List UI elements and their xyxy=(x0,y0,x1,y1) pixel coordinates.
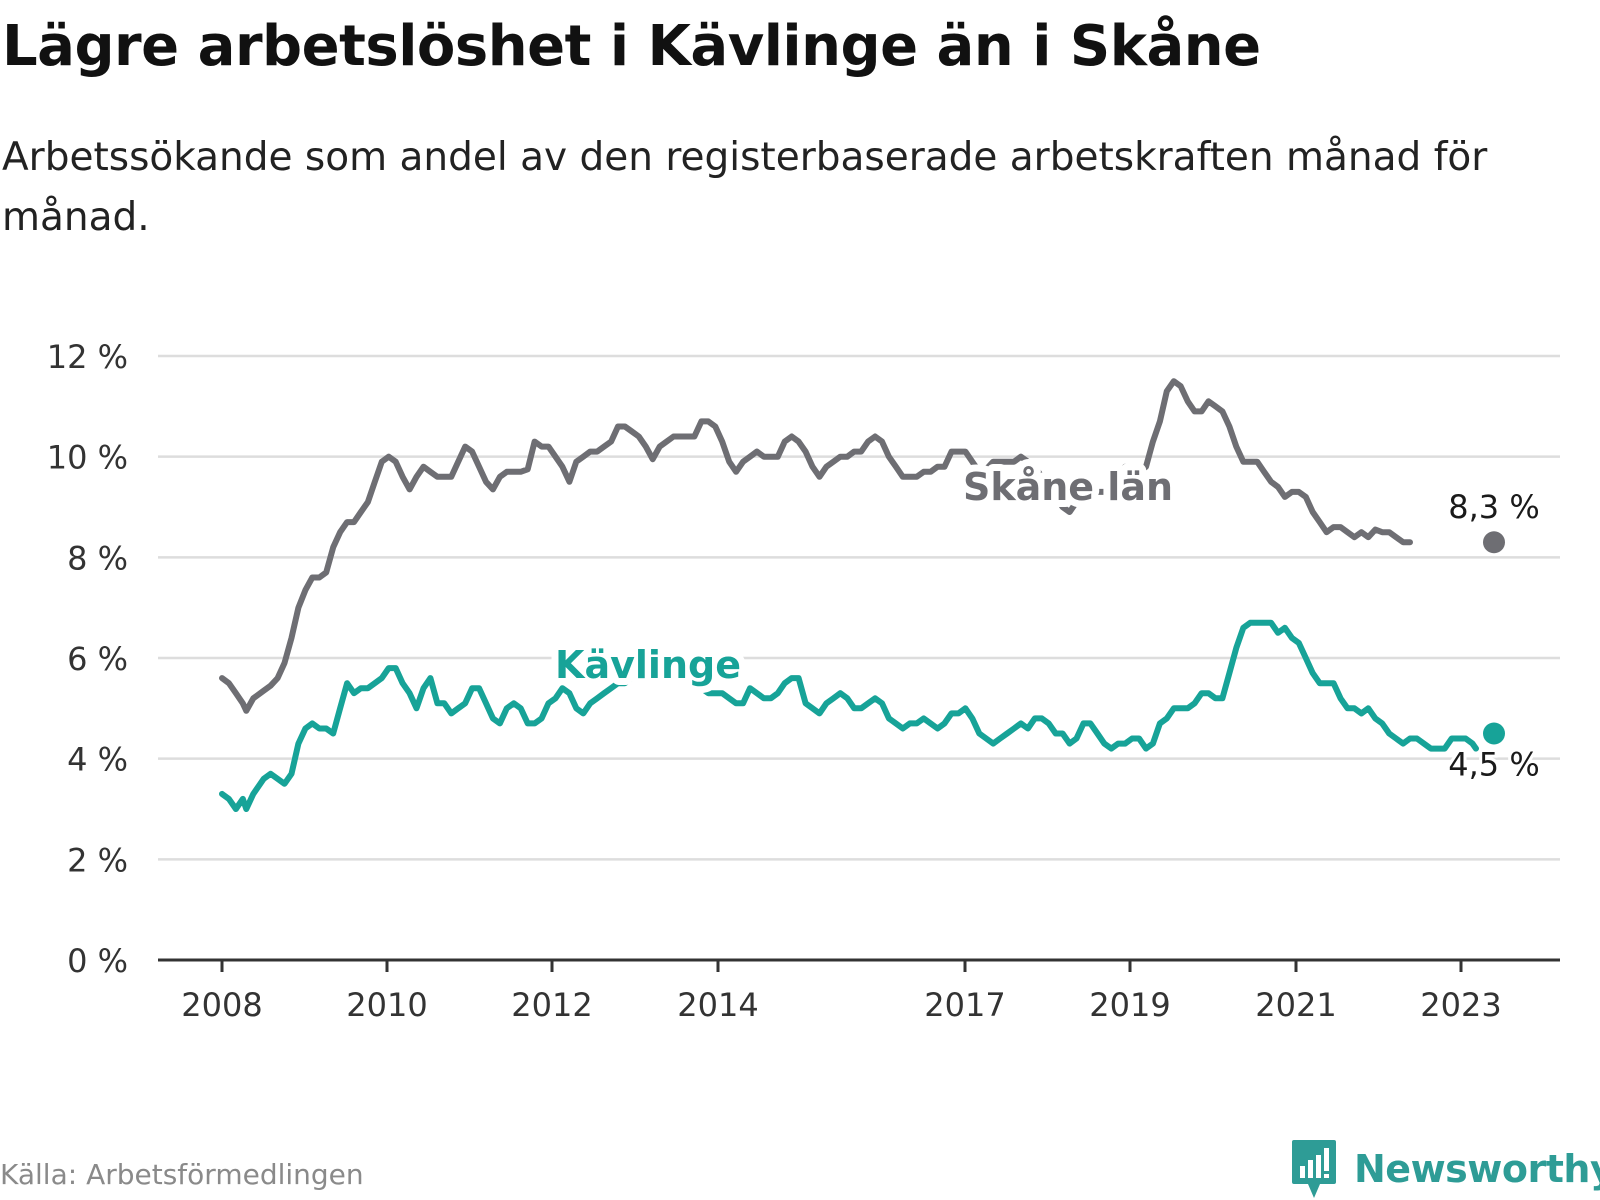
series-end-label: 4,5 % xyxy=(1448,746,1539,784)
x-tick-label: 2021 xyxy=(1255,986,1336,1024)
x-tick-label: 2017 xyxy=(924,986,1005,1024)
y-tick-label: 6 % xyxy=(67,640,128,678)
chart-title: Lägre arbetslöshet i Kävlinge än i Skåne xyxy=(2,14,1261,79)
x-tick-label: 2010 xyxy=(346,986,427,1024)
x-tick-label: 2014 xyxy=(677,986,758,1024)
x-tick-label: 2019 xyxy=(1089,986,1170,1024)
y-tick-label: 4 % xyxy=(67,741,128,779)
y-tick-label: 8 % xyxy=(67,539,128,577)
x-tick-label: 2012 xyxy=(511,986,592,1024)
series-label: Skåne län xyxy=(963,465,1173,509)
series-end-point xyxy=(1483,531,1505,554)
x-tick-label: 2023 xyxy=(1420,986,1501,1024)
y-tick-label: 0 % xyxy=(67,942,128,980)
brand-name: Newsworthy xyxy=(1354,1147,1600,1191)
series-line xyxy=(219,619,1479,812)
brand: Newsworthy xyxy=(1290,1138,1600,1200)
newsworthy-logo-icon xyxy=(1292,1140,1336,1198)
source-note: Källa: Arbetsförmedlingen xyxy=(0,1158,364,1191)
series-end-point xyxy=(1483,722,1505,745)
y-tick-label: 2 % xyxy=(67,841,128,879)
y-tick-label: 12 % xyxy=(47,338,128,376)
x-tick-label: 2008 xyxy=(181,986,262,1024)
y-tick-label: 10 % xyxy=(47,439,128,477)
chart-subtitle: Arbetssökande som andel av den registerb… xyxy=(2,135,1488,240)
series-label: Kävlinge xyxy=(555,643,741,687)
series-end-label: 8,3 % xyxy=(1448,488,1539,526)
series-line xyxy=(219,378,1413,714)
